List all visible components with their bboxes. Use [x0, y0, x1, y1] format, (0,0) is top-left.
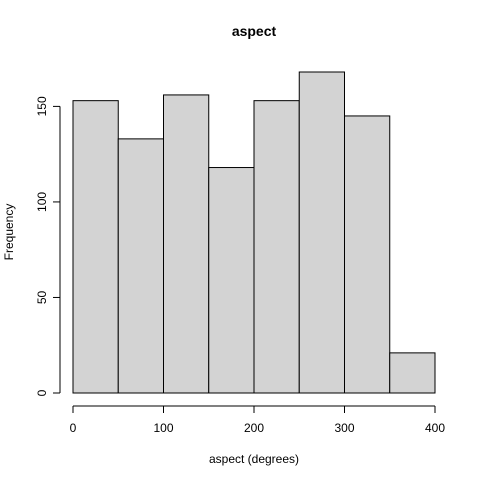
histogram-bar-2	[117, 138, 164, 394]
histogram-bar-8	[389, 352, 436, 394]
y-axis-label: Frequency	[2, 204, 16, 261]
y-tick-label: 150	[35, 96, 49, 116]
x-tick-label: 400	[425, 421, 445, 435]
x-tick-label: 100	[153, 421, 173, 435]
x-tick-label: 200	[244, 421, 264, 435]
chart-title: aspect	[232, 23, 277, 39]
y-axis: 0 50 100 150	[35, 96, 61, 396]
histogram-bar-6	[298, 71, 345, 394]
x-axis: 0 100 200 300 400	[70, 405, 445, 435]
histogram-bar-4	[208, 167, 255, 394]
histogram-bar-3	[163, 94, 210, 394]
x-tick-label: 300	[334, 421, 354, 435]
y-tick-label: 0	[35, 389, 49, 396]
y-tick-label: 100	[35, 192, 49, 212]
x-tick-label: 0	[70, 421, 77, 435]
y-tick-label: 50	[35, 290, 49, 304]
x-axis-label: aspect (degrees)	[209, 452, 299, 466]
histogram-bar-5	[253, 100, 300, 394]
histogram-bar-1	[72, 100, 119, 394]
histogram-bar-7	[344, 115, 391, 394]
bars	[72, 71, 436, 394]
